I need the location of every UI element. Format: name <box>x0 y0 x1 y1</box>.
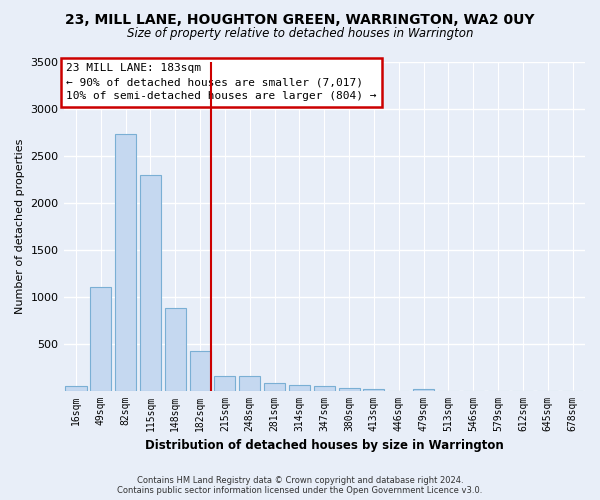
Text: 23 MILL LANE: 183sqm
← 90% of detached houses are smaller (7,017)
10% of semi-de: 23 MILL LANE: 183sqm ← 90% of detached h… <box>66 63 377 101</box>
Bar <box>190 350 211 391</box>
Bar <box>314 386 335 391</box>
Text: 23, MILL LANE, HOUGHTON GREEN, WARRINGTON, WA2 0UY: 23, MILL LANE, HOUGHTON GREEN, WARRINGTO… <box>65 12 535 26</box>
Bar <box>338 388 359 391</box>
Bar <box>364 388 385 391</box>
Bar <box>115 134 136 391</box>
X-axis label: Distribution of detached houses by size in Warrington: Distribution of detached houses by size … <box>145 440 503 452</box>
Bar <box>140 176 161 391</box>
Bar <box>264 382 285 391</box>
Bar <box>239 376 260 391</box>
Bar <box>165 308 186 391</box>
Text: Contains HM Land Registry data © Crown copyright and database right 2024.
Contai: Contains HM Land Registry data © Crown c… <box>118 476 482 495</box>
Text: Size of property relative to detached houses in Warrington: Size of property relative to detached ho… <box>127 28 473 40</box>
Y-axis label: Number of detached properties: Number of detached properties <box>15 138 25 314</box>
Bar <box>413 388 434 391</box>
Bar <box>90 288 112 391</box>
Bar <box>65 386 86 391</box>
Bar <box>289 386 310 391</box>
Bar <box>214 376 235 391</box>
